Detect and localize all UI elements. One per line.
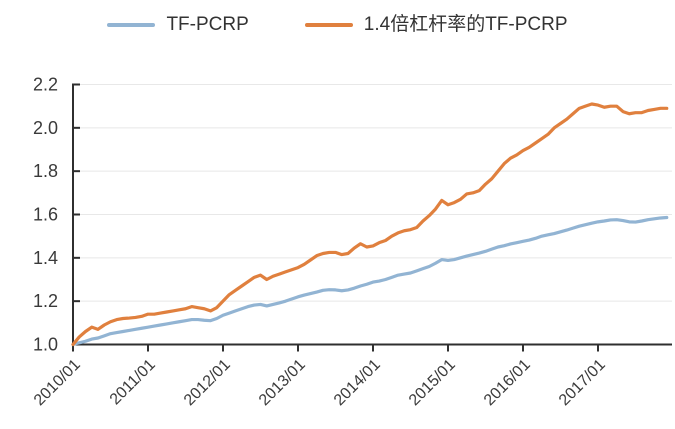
x-tick-label: 2010/01: [31, 356, 84, 409]
y-tick-label: 1.2: [33, 291, 58, 311]
legend-item-tf-pcrp: TF-PCRP: [107, 12, 249, 38]
x-tick-label: 2017/01: [556, 356, 609, 409]
legend-line-swatch-tf-pcrp: [107, 22, 156, 28]
y-tick-label: 2.0: [33, 118, 58, 138]
gridlines: [73, 84, 672, 302]
y-tick-label: 1.0: [33, 335, 58, 355]
y-tick-label: 2.2: [33, 75, 58, 95]
series-line-leveraged-tf-pcrp: [71, 102, 669, 347]
legend-label-leveraged-tf-pcrp: 1.4倍杠杆率的TF-PCRP: [363, 14, 568, 35]
series-lines: [71, 102, 669, 347]
x-tick-label: 2015/01: [406, 356, 459, 409]
legend-label-tf-pcrp: TF-PCRP: [166, 14, 249, 35]
y-tick-label: 1.4: [33, 248, 58, 268]
series-line-tf-pcrp: [71, 215, 669, 347]
y-tick-label: 1.6: [33, 205, 58, 225]
x-tick-label: 2016/01: [481, 356, 534, 409]
legend-line-swatch-leveraged-tf-pcrp: [304, 22, 353, 28]
legend-item-leveraged-tf-pcrp: 1.4倍杠杆率的TF-PCRP: [304, 12, 568, 38]
x-tick-label: 2014/01: [331, 356, 384, 409]
x-axis-ticks: 2010/01 2011/01 2012/01 2013/01 2014/01 2015/…: [31, 344, 609, 409]
x-tick-label: 2011/01: [107, 356, 159, 408]
y-tick-label: 1.8: [33, 161, 58, 181]
x-tick-label: 2013/01: [256, 356, 309, 409]
x-tick-label: 2012/01: [181, 356, 234, 409]
chart-legend: TF-PCRP 1.4倍杠杆率的TF-PCRP: [0, 12, 675, 38]
